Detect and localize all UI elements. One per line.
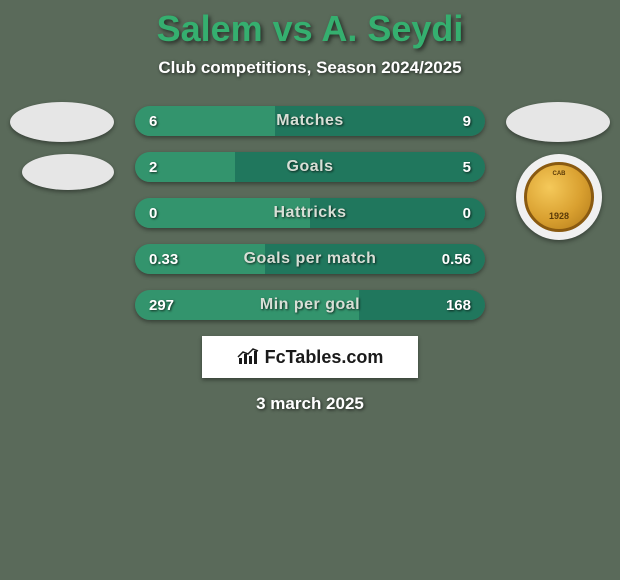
player-right-club-badge: CAB 1928 <box>516 154 602 240</box>
player-left-avatar-1 <box>10 102 114 142</box>
stat-value-left: 0 <box>149 198 157 228</box>
brand-logo: FcTables.com <box>202 336 418 378</box>
stat-row: Min per goal297 168 <box>135 290 485 320</box>
club-badge-name: CAB <box>553 171 566 177</box>
stat-value-right: 5 <box>463 152 471 182</box>
stats-area: CAB 1928 Matches6 9 Goals2 5 Hattricks0 0 Goal… <box>0 106 620 320</box>
page-title: Salem vs A. Seydi <box>0 0 620 50</box>
stat-value-left: 0.33 <box>149 244 178 274</box>
date-text: 3 march 2025 <box>0 394 620 414</box>
stat-value-left: 297 <box>149 290 174 320</box>
stat-row: Hattricks0 0 <box>135 198 485 228</box>
brand-chart-icon <box>237 348 259 366</box>
stat-row: Matches6 9 <box>135 106 485 136</box>
infographic-root: Salem vs A. Seydi Club competitions, Sea… <box>0 0 620 580</box>
stat-value-right: 168 <box>446 290 471 320</box>
stat-value-right: 0 <box>463 198 471 228</box>
stat-label: Min per goal <box>135 290 485 320</box>
stat-row: Goals2 5 <box>135 152 485 182</box>
stat-value-right: 0.56 <box>442 244 471 274</box>
player-right-avatar-1 <box>506 102 610 142</box>
subtitle: Club competitions, Season 2024/2025 <box>0 58 620 78</box>
stat-label: Hattricks <box>135 198 485 228</box>
player-left-avatar-2 <box>22 154 114 190</box>
stat-label: Goals per match <box>135 244 485 274</box>
stat-value-right: 9 <box>463 106 471 136</box>
stat-row: Goals per match0.33 0.56 <box>135 244 485 274</box>
stat-label: Goals <box>135 152 485 182</box>
stat-label: Matches <box>135 106 485 136</box>
brand-text: FcTables.com <box>265 347 384 368</box>
club-badge-inner: CAB 1928 <box>524 162 594 232</box>
stat-value-left: 6 <box>149 106 157 136</box>
club-badge-year: 1928 <box>549 211 569 221</box>
stat-value-left: 2 <box>149 152 157 182</box>
